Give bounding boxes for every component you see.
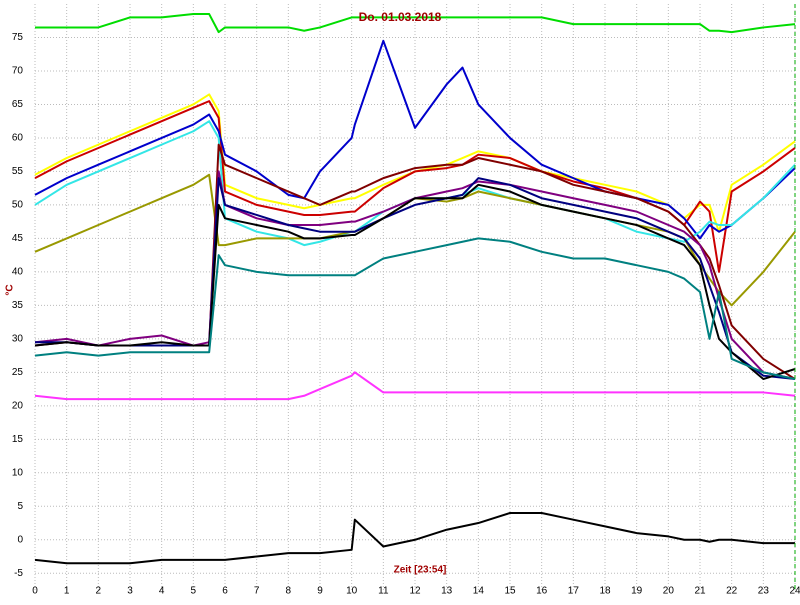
y-tick-label: -5 <box>14 568 23 579</box>
x-tick-label: 17 <box>568 586 580 597</box>
series-line <box>34 237 796 381</box>
chart-title: Do. 01.03.2018 <box>359 10 442 24</box>
y-axis-label: °C <box>5 284 16 295</box>
x-tick-label: 21 <box>694 586 706 597</box>
series-line <box>34 39 796 240</box>
x-tick-label: 10 <box>346 586 358 597</box>
x-tick-label: 11 <box>378 586 389 597</box>
x-tick-label: 4 <box>159 586 165 597</box>
y-tick-label: 50 <box>12 200 24 211</box>
series-line <box>34 371 796 401</box>
x-tick-label: 1 <box>64 586 70 597</box>
x-tick-label: 5 <box>191 586 197 597</box>
series-line <box>34 100 796 273</box>
y-tick-label: 15 <box>12 434 24 445</box>
x-axis-label: Zeit [23:54] <box>394 565 447 576</box>
series-line <box>34 511 795 565</box>
y-tick-label: 45 <box>12 233 24 244</box>
y-tick-label: 65 <box>12 99 24 110</box>
x-tick-label: 23 <box>758 586 770 597</box>
x-tick-label: 12 <box>409 586 421 597</box>
x-tick-label: 9 <box>317 586 323 597</box>
y-tick-label: 70 <box>12 66 24 77</box>
x-tick-label: 8 <box>286 586 292 597</box>
y-tick-label: 5 <box>17 501 23 512</box>
y-tick-label: 35 <box>12 300 24 311</box>
x-tick-label: 14 <box>473 586 485 597</box>
x-tick-label: 16 <box>536 586 548 597</box>
x-tick-label: 19 <box>631 586 643 597</box>
x-tick-label: 7 <box>254 586 260 597</box>
y-tick-label: 75 <box>12 32 24 43</box>
x-tick-label: 20 <box>663 586 675 597</box>
y-tick-label: 60 <box>12 133 24 144</box>
series-line <box>35 13 796 34</box>
x-tick-label: 2 <box>96 586 102 597</box>
x-tick-label: 0 <box>32 586 38 597</box>
x-tick-label: 6 <box>222 586 228 597</box>
x-tick-label: 22 <box>726 586 738 597</box>
y-tick-label: 25 <box>12 367 24 378</box>
y-tick-label: 10 <box>12 467 24 478</box>
y-tick-label: 20 <box>12 400 24 411</box>
x-tick-label: 13 <box>441 586 453 597</box>
y-tick-label: 55 <box>12 166 24 177</box>
x-tick-label: 24 <box>789 586 800 597</box>
x-tick-label: 15 <box>504 586 516 597</box>
x-tick-label: 18 <box>599 586 611 597</box>
x-tick-label: 3 <box>127 586 133 597</box>
y-tick-label: 40 <box>12 267 24 278</box>
y-tick-label: 0 <box>17 534 23 545</box>
y-tick-label: 30 <box>12 333 24 344</box>
series-line <box>34 183 796 381</box>
